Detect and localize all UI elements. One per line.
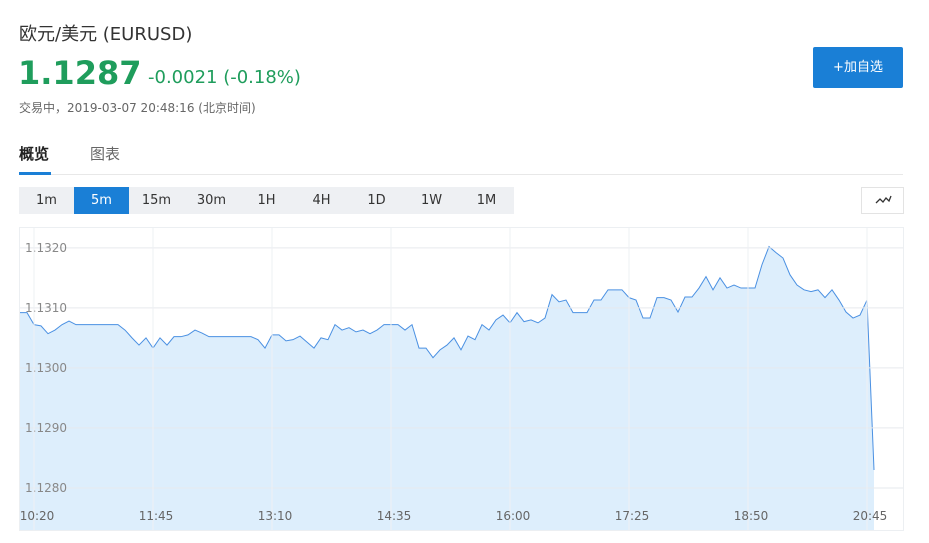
price: 1.1287 <box>18 54 142 92</box>
interval-button[interactable]: 15m <box>141 193 172 208</box>
interval-button[interactable]: 1H <box>257 193 276 208</box>
x-tick-label: 13:10 <box>258 509 293 523</box>
title: 欧元/美元 (EURUSD) <box>19 24 193 45</box>
interval-button[interactable]: 1D <box>367 193 386 208</box>
x-tick-label: 11:45 <box>139 509 174 523</box>
interval-button[interactable]: 4H <box>312 193 331 208</box>
x-tick-label: 16:00 <box>496 509 531 523</box>
interval-button[interactable]: 1M <box>476 193 497 208</box>
add-watchlist-button[interactable]: +加自选 <box>813 47 903 88</box>
x-tick-label: 18:50 <box>734 509 769 523</box>
chart-style-icon <box>875 195 892 204</box>
y-tick-label: 1.1310 <box>25 301 67 315</box>
interval-button[interactable]: 30m <box>196 193 227 208</box>
divider <box>19 174 903 175</box>
y-tick-label: 1.1320 <box>25 241 67 255</box>
interval-button[interactable]: 1W <box>420 193 443 208</box>
chart-style-button[interactable] <box>861 187 904 214</box>
x-tick-label: 10:20 <box>20 509 55 523</box>
tab[interactable]: 图表 <box>90 145 121 163</box>
trade-status: 交易中，2019-03-07 20:48:16 (北京时间) <box>19 101 256 115</box>
area-fill <box>20 246 874 531</box>
y-tick-label: 1.1290 <box>25 421 67 435</box>
interval-bar: 1m 5m 15m 30m 1H 4H 1D 1W 1M <box>19 187 514 214</box>
y-tick-label: 1.1280 <box>25 481 67 495</box>
interval-button[interactable]: 1m <box>36 193 57 208</box>
interval-button[interactable]: 5m <box>74 187 129 214</box>
x-tick-label: 14:35 <box>377 509 412 523</box>
tab-indicator <box>19 172 51 175</box>
y-tick-label: 1.1300 <box>25 361 67 375</box>
x-tick-label: 17:25 <box>615 509 650 523</box>
tab[interactable]: 概览 <box>19 145 50 163</box>
price-line <box>20 245 875 470</box>
x-tick-label: 20:45 <box>853 509 888 523</box>
chart-frame <box>19 227 904 531</box>
price-change: -0.0021 (-0.18%) <box>148 67 301 88</box>
